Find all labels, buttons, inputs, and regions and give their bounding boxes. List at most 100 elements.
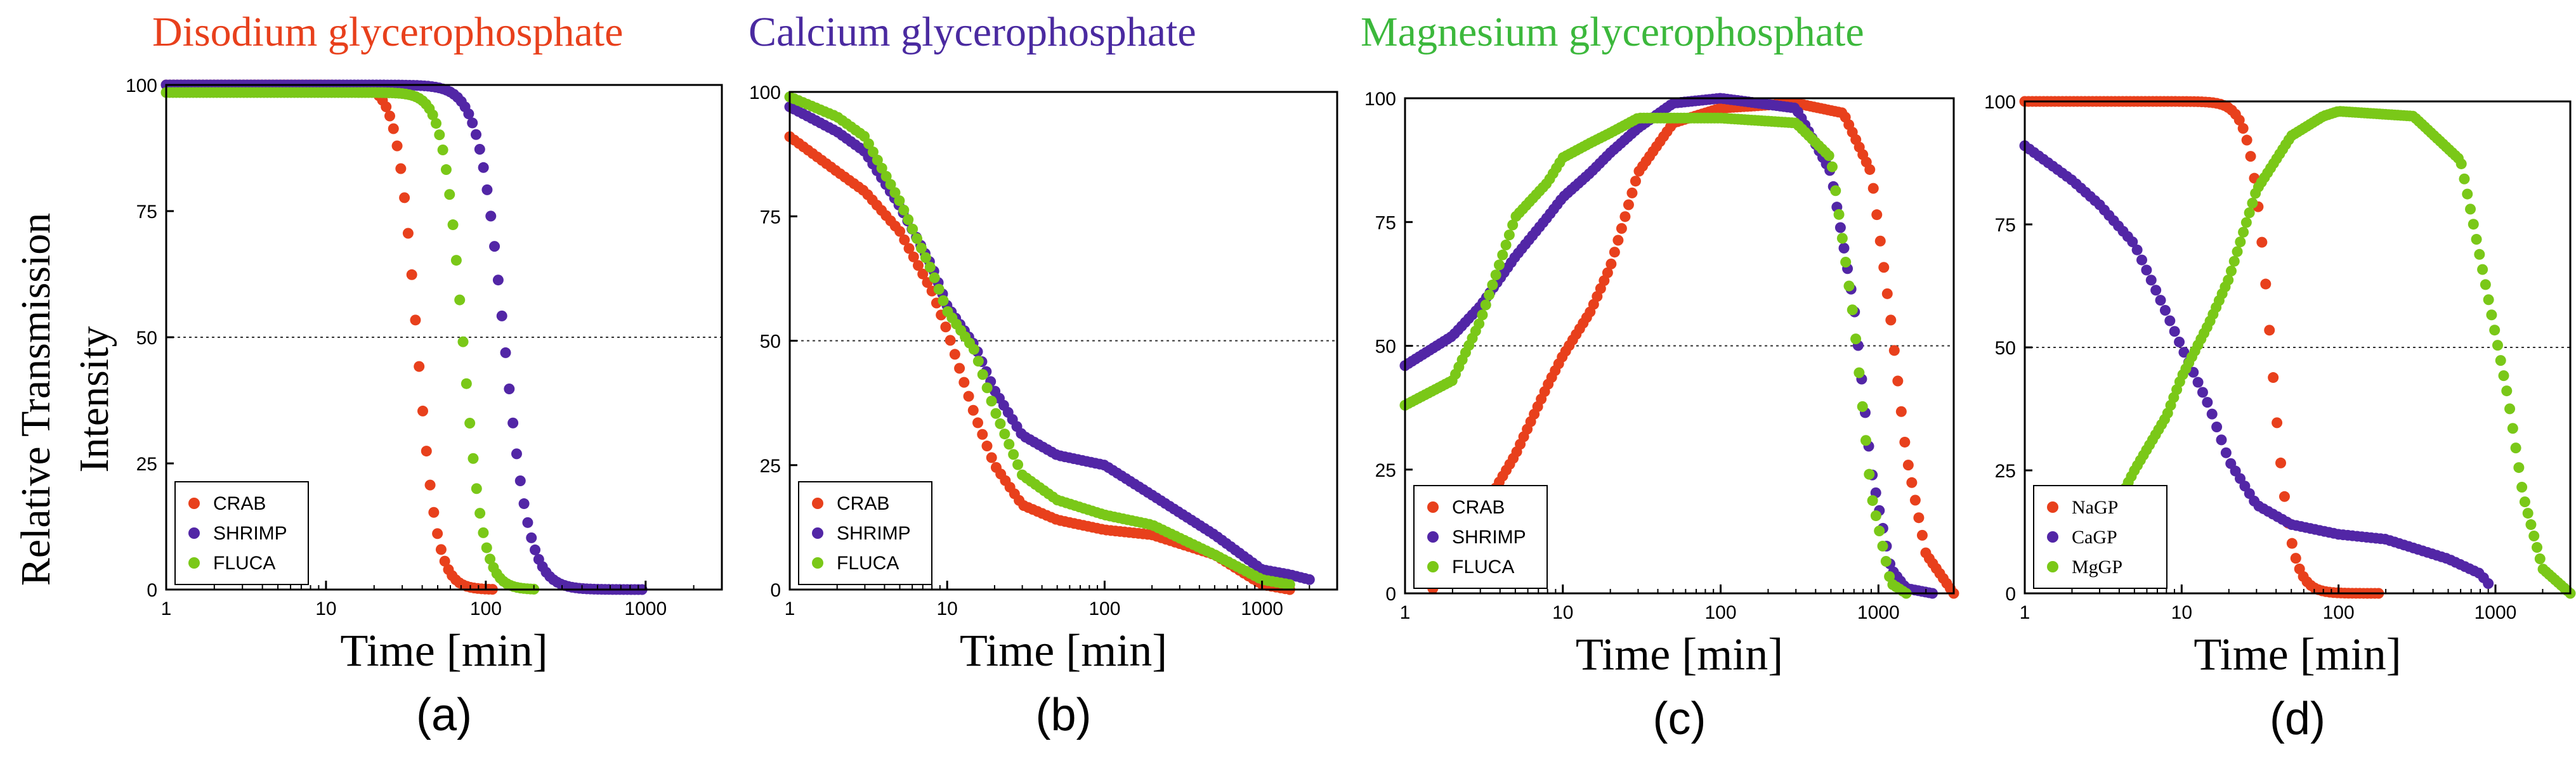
data-point bbox=[2474, 248, 2485, 260]
data-point bbox=[1833, 209, 1845, 220]
y-axis-label: Relative Transmission Intensity bbox=[13, 213, 117, 586]
legend-label: MgGP bbox=[2072, 557, 2122, 578]
data-point bbox=[514, 475, 526, 486]
y-tick-label: 50 bbox=[1995, 338, 2016, 359]
data-point bbox=[915, 242, 927, 254]
data-point bbox=[2489, 325, 2501, 336]
x-axis-label: Time [min] bbox=[1576, 629, 1783, 680]
data-point bbox=[1474, 318, 1485, 330]
data-point bbox=[511, 448, 522, 460]
data-point bbox=[526, 532, 537, 543]
data-point bbox=[986, 452, 997, 463]
legend-marker bbox=[2047, 501, 2058, 513]
y-tick-label: 25 bbox=[136, 454, 157, 475]
data-point bbox=[399, 192, 410, 203]
data-point bbox=[885, 179, 896, 190]
data-point bbox=[467, 117, 478, 129]
data-point bbox=[478, 162, 489, 173]
data-point bbox=[1880, 556, 1892, 567]
data-point bbox=[381, 101, 392, 112]
data-point bbox=[2268, 372, 2279, 384]
data-point bbox=[2155, 295, 2166, 306]
legend: NaGP CaGP MgGP bbox=[2033, 485, 2167, 589]
x-axis-label: Time [min] bbox=[960, 625, 1167, 676]
data-point bbox=[395, 163, 407, 174]
data-point bbox=[912, 233, 923, 244]
data-point bbox=[1004, 439, 1015, 450]
data-point bbox=[1616, 223, 1627, 234]
data-point bbox=[967, 404, 979, 416]
data-point bbox=[981, 382, 993, 394]
data-point bbox=[1823, 150, 1834, 161]
data-point bbox=[1834, 222, 1846, 233]
data-point bbox=[889, 187, 901, 198]
x-tick-label: 1000 bbox=[1241, 598, 1283, 619]
data-point bbox=[2256, 236, 2268, 248]
data-point bbox=[2178, 347, 2190, 358]
data-point bbox=[2525, 519, 2537, 531]
data-point bbox=[2223, 274, 2234, 286]
y-tick-label: 100 bbox=[749, 82, 781, 103]
data-point bbox=[2477, 264, 2488, 275]
data-point bbox=[406, 269, 417, 280]
data-point bbox=[938, 295, 949, 306]
data-point bbox=[1630, 176, 1641, 187]
y-tick-label: 100 bbox=[1984, 92, 2016, 113]
data-point bbox=[908, 251, 919, 262]
x-tick-label: 1000 bbox=[2475, 602, 2517, 623]
data-point bbox=[434, 129, 445, 141]
data-point bbox=[972, 417, 984, 429]
data-point bbox=[2468, 219, 2479, 230]
data-point bbox=[986, 396, 997, 407]
data-point bbox=[863, 138, 874, 150]
data-point bbox=[1902, 460, 1914, 471]
data-point bbox=[2159, 304, 2171, 316]
data-point bbox=[402, 228, 414, 239]
x-tick-label: 1 bbox=[2020, 602, 2030, 623]
data-point bbox=[461, 378, 472, 389]
legend-marker bbox=[812, 498, 823, 509]
data-point bbox=[2290, 553, 2301, 564]
data-point bbox=[2237, 123, 2249, 134]
data-point bbox=[464, 418, 476, 429]
data-point bbox=[430, 118, 441, 129]
data-point bbox=[1870, 510, 1881, 522]
data-point bbox=[2455, 158, 2467, 169]
panel-c: 0 25 50 75 100 1 10 100 1000 Time [min] (c) CRAB SHR… bbox=[1364, 89, 1959, 744]
x-tick-label: 10 bbox=[1552, 602, 1573, 623]
data-point bbox=[1626, 187, 1638, 198]
data-point bbox=[2480, 279, 2491, 290]
data-point bbox=[2216, 434, 2227, 446]
data-point bbox=[2504, 403, 2516, 415]
series-fluca bbox=[784, 91, 1295, 590]
data-point bbox=[1888, 345, 1900, 356]
legend-marker bbox=[1427, 561, 1439, 572]
data-point bbox=[2286, 538, 2298, 549]
data-point bbox=[1916, 529, 1928, 541]
legend-label: FLUCA bbox=[213, 553, 275, 574]
x-tick-label: 10 bbox=[2171, 602, 2192, 623]
legend-label: SHRIMP bbox=[837, 523, 911, 544]
data-point bbox=[2235, 236, 2246, 248]
data-point bbox=[1874, 526, 1885, 537]
data-point bbox=[920, 252, 931, 263]
data-point bbox=[2534, 553, 2546, 564]
data-point bbox=[1884, 571, 1895, 582]
legend-label: FLUCA bbox=[837, 553, 899, 574]
data-point bbox=[463, 108, 474, 120]
x-axis-label: Time [min] bbox=[340, 625, 547, 676]
data-point bbox=[2462, 188, 2473, 200]
data-point bbox=[1895, 406, 1907, 417]
data-point bbox=[500, 347, 511, 358]
data-point bbox=[485, 553, 496, 565]
data-point bbox=[1885, 314, 1897, 326]
data-point bbox=[2519, 496, 2530, 508]
data-point bbox=[507, 417, 519, 429]
data-point bbox=[2483, 578, 2494, 589]
legend-marker bbox=[188, 498, 200, 509]
data-point bbox=[454, 294, 466, 306]
y-tick-label: 75 bbox=[136, 202, 157, 223]
y-label-line2: Intensity bbox=[71, 326, 117, 473]
series-fluca bbox=[160, 87, 540, 595]
